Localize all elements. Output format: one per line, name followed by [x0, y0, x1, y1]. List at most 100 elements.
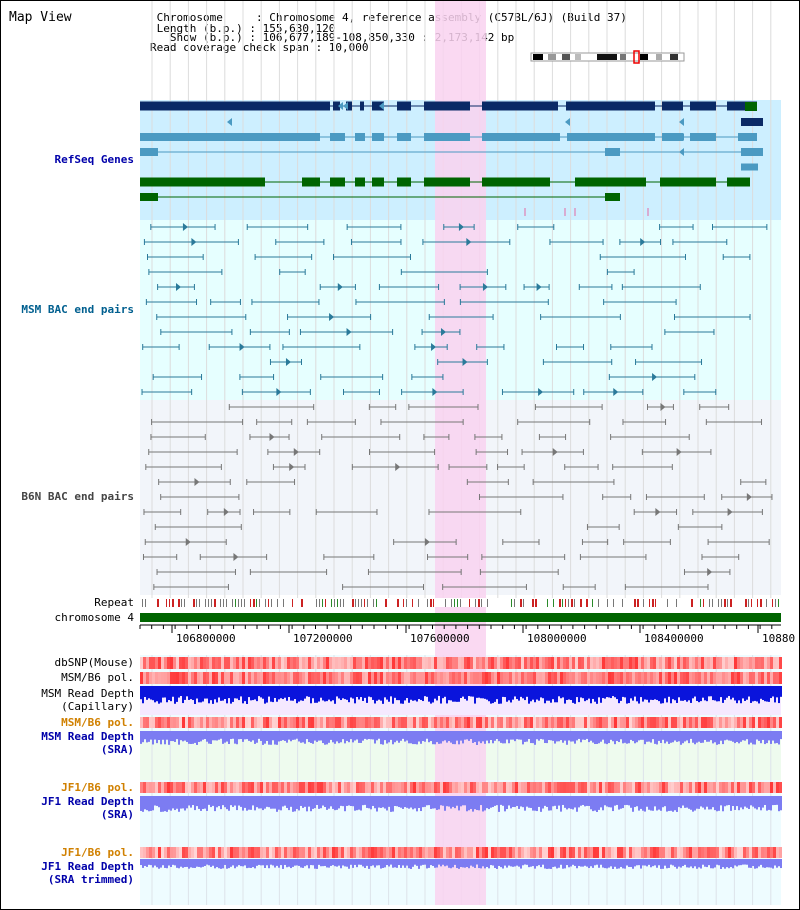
read-depth-bar	[596, 796, 598, 812]
polymorphism-heat-cell	[656, 782, 659, 793]
read-depth-bar	[530, 859, 532, 867]
gene-exon	[397, 133, 411, 141]
track-label-jf1-read-depth-trimmed[interactable]: JF1 Read Depth	[41, 860, 134, 873]
read-depth-bar	[280, 859, 282, 866]
polymorphism-heat-cell	[269, 782, 272, 793]
read-depth-bar	[242, 686, 244, 704]
read-depth-bar	[598, 859, 600, 868]
read-depth-bar	[688, 731, 690, 744]
read-depth-bar	[222, 686, 224, 701]
read-depth-bar	[242, 796, 244, 811]
polymorphism-heat-cell	[650, 847, 653, 858]
read-depth-bar	[668, 686, 670, 697]
polymorphism-heat-cell	[671, 672, 674, 684]
read-depth-bar	[396, 731, 398, 741]
repeat-mark	[361, 599, 362, 607]
repeat-mark	[403, 599, 404, 607]
read-depth-bar	[670, 686, 672, 704]
read-depth-bar	[698, 731, 700, 742]
polymorphism-heat-cell	[656, 672, 659, 684]
strand-arrow-icon	[466, 238, 472, 246]
read-depth-bar	[316, 731, 318, 742]
polymorphism-heat-cell	[755, 782, 758, 793]
polymorphism-heat-cell	[359, 717, 362, 728]
read-depth-bar	[332, 686, 334, 701]
polymorphism-heat-cell	[647, 657, 650, 669]
polymorphism-heat-cell	[647, 672, 650, 684]
read-depth-bar	[196, 796, 198, 807]
track-label-jf1-read-depth-sra[interactable]: JF1 Read Depth	[41, 795, 134, 808]
strand-arrow-icon	[707, 568, 713, 576]
track-label-msm-b6-pol[interactable]: MSM/B6 pol.	[61, 671, 134, 684]
track-label-jf1-b6-pol[interactable]: JF1/B6 pol.	[61, 781, 134, 794]
polymorphism-heat-cell	[359, 847, 362, 858]
polymorphism-heat-cell	[206, 847, 209, 858]
read-depth-bar	[396, 796, 398, 807]
polymorphism-heat-cell	[380, 657, 383, 669]
read-depth-bar	[480, 796, 482, 806]
read-depth-bar	[780, 859, 782, 869]
track-label-refseq-genes[interactable]: RefSeq Genes	[54, 153, 134, 166]
repeat-mark	[748, 599, 749, 607]
polymorphism-heat-cell	[647, 717, 650, 728]
polymorphism-heat-cell	[518, 717, 521, 728]
read-depth-bar	[580, 859, 582, 867]
gene-exon	[424, 133, 470, 141]
read-depth-bar	[360, 731, 362, 743]
polymorphism-heat-cell	[356, 717, 359, 728]
read-depth-bar	[424, 859, 426, 865]
repeat-mark	[562, 599, 563, 607]
track-label-msm-read-depth-sra[interactable]: MSM Read Depth	[41, 730, 134, 743]
polymorphism-heat-cell	[743, 782, 746, 793]
track-label-b6n-bac-end-pairs[interactable]: B6N BAC end pairs	[21, 490, 134, 503]
track-label-jf1-b6-pol-trimmed[interactable]: JF1/B6 pol.	[61, 846, 134, 859]
read-depth-bar	[422, 731, 424, 742]
read-depth-bar	[538, 686, 540, 701]
polymorphism-heat-cell	[188, 672, 191, 684]
track-label-msm-b6-pol-sra[interactable]: MSM/B6 pol.	[61, 716, 134, 729]
polymorphism-heat-cell	[557, 782, 560, 793]
polymorphism-heat-cell	[149, 672, 152, 684]
read-depth-bar	[712, 686, 714, 701]
read-depth-bar	[640, 859, 642, 869]
polymorphism-heat-cell	[707, 847, 710, 858]
read-depth-bar	[226, 796, 228, 810]
read-depth-bar	[668, 731, 670, 744]
read-depth-bar	[170, 731, 172, 742]
axis-tick-label: 108400000	[644, 632, 704, 645]
polymorphism-heat-cell	[671, 717, 674, 728]
read-depth-bar	[678, 859, 680, 867]
polymorphism-heat-cell	[575, 672, 578, 684]
read-depth-bar	[392, 859, 394, 868]
read-depth-bar	[450, 796, 452, 809]
polymorphism-heat-cell	[350, 657, 353, 669]
polymorphism-heat-cell	[719, 847, 722, 858]
polymorphism-heat-cell	[539, 717, 542, 728]
track-label-dbsnp[interactable]: dbSNP(Mouse)	[54, 656, 134, 669]
track-label-msm-read-depth-capillary[interactable]: MSM Read Depth	[41, 687, 134, 700]
read-depth-bar	[222, 796, 224, 806]
read-depth-bar	[438, 686, 440, 696]
read-depth-bar	[764, 796, 766, 805]
read-depth-bar	[632, 686, 634, 701]
read-depth-bar	[726, 731, 728, 740]
polymorphism-heat-cell	[623, 657, 626, 669]
polymorphism-heat-cell	[263, 657, 266, 669]
read-depth-bar	[742, 859, 744, 865]
read-depth-bar	[768, 859, 770, 868]
read-depth-bar	[350, 796, 352, 807]
polymorphism-heat-cell	[329, 847, 332, 858]
polymorphism-heat-cell	[581, 847, 584, 858]
read-depth-bar	[768, 796, 770, 810]
polymorphism-heat-cell	[557, 847, 560, 858]
polymorphism-heat-cell	[485, 782, 488, 793]
read-depth-bar	[640, 686, 642, 698]
read-depth-bar	[550, 859, 552, 869]
read-depth-bar	[342, 796, 344, 807]
track-label-msm-bac-end-pairs[interactable]: MSM BAC end pairs	[21, 303, 134, 316]
repeat-mark	[592, 599, 593, 607]
read-depth-bar	[746, 686, 748, 700]
read-depth-bar	[354, 686, 356, 704]
polymorphism-heat-cell	[482, 717, 485, 728]
